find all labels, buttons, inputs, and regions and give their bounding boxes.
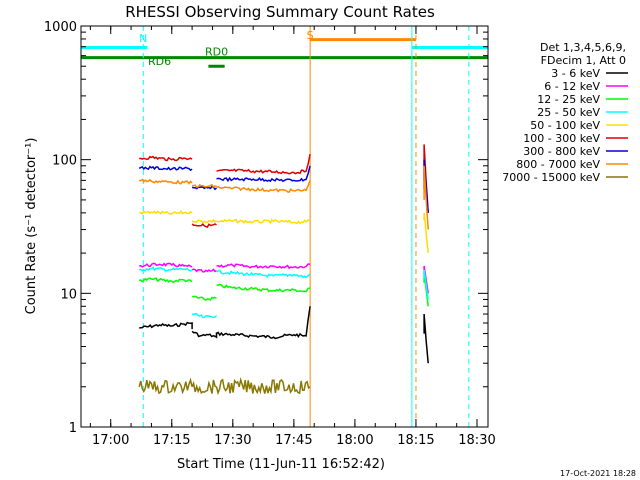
plot-frame [80,25,489,428]
series-line-4-2 [216,218,311,225]
series-line-3-0 [138,266,193,272]
series-line-1-0 [139,262,193,268]
x-tick-label: 17:45 [275,433,312,448]
legend-label-7: 800 - 7000 keV [516,158,600,171]
legend-label-3: 25 - 50 keV [537,106,600,119]
series-line-8-0 [138,377,193,395]
legend-label-4: 50 - 100 keV [530,119,600,132]
legend-label-6: 300 - 800 keV [523,145,600,158]
legend-label-8: 7000 - 15000 keV [502,171,600,184]
annotation-n: N [139,32,147,45]
series-line-2-1 [191,295,217,302]
legend: Det 1,3,4,5,6,9,FDecim 1, Att 03 - 6 keV… [502,41,628,184]
x-tick-label: 18:30 [458,433,495,448]
annotation-rd6: RD6 [148,55,171,68]
series-line-4-3 [423,212,429,254]
legend-label-0: 3 - 6 keV [551,67,600,80]
legend-label-1: 6 - 12 keV [544,80,600,93]
series-line-2-0 [139,277,193,284]
legend-label-2: 12 - 25 keV [537,93,600,106]
y-tick-label: 1 [69,421,77,436]
x-tick-label: 17:30 [214,433,251,448]
series-line-0-1 [191,330,218,339]
footer-timestamp: 17-Oct-2021 18:28 [560,469,636,478]
series-line-0-2 [216,306,311,340]
series-line-7-1 [192,183,217,189]
series-line-5-0 [139,155,193,162]
series-line-6-1 [191,185,218,191]
y-axis-ticks: 1 10 100 1000 [44,20,488,436]
series-line-4-0 [139,210,193,216]
annotations: N S RD0 RD6 [139,29,313,68]
series-lines [138,144,429,396]
series-line-5-2 [216,153,311,175]
series-line-7-0 [139,178,193,185]
y-tick-label: 10 [60,287,77,302]
series-line-1-1 [191,268,217,273]
y-axis-label: Count Rate (s⁻¹ detector⁻¹) [24,138,39,315]
annotation-rd0: RD0 [205,46,228,59]
series-line-8-2 [215,377,311,396]
status-bars [81,38,488,68]
series-line-1-2 [216,263,311,270]
chart-title: RHESSI Observing Summary Count Rates [125,3,435,21]
x-tick-label: 18:00 [336,433,373,448]
series-line-7-3 [423,165,429,230]
legend-label-5: 100 - 300 keV [523,132,600,145]
series-line-3-1 [191,312,218,319]
series-line-8-1 [191,379,217,395]
series-line-6-0 [138,165,193,172]
x-axis-label: Start Time (11-Jun-11 16:52:42) [177,457,385,472]
series-line-0-0 [139,321,193,330]
annotation-s: S [307,29,314,42]
series-line-6-2 [216,165,311,183]
series-line-3-3 [423,269,429,300]
series-line-3-2 [216,269,311,279]
x-tick-label: 17:15 [153,433,190,448]
x-tick-label: 18:15 [397,433,434,448]
series-line-7-2 [216,180,311,193]
series-line-0-3 [423,313,429,364]
x-tick-label: 17:00 [92,433,129,448]
x-axis-ticks: 17:00 17:15 17:30 17:45 18:00 18:15 18:30 [89,26,496,448]
legend-header-0: Det 1,3,4,5,6,9, [540,41,626,54]
series-line-2-2 [216,283,311,293]
series-line-5-1 [191,223,217,229]
y-tick-label: 1000 [44,20,77,35]
series-line-4-1 [191,218,217,224]
y-tick-label: 100 [52,154,77,169]
legend-header-1: FDecim 1, Att 0 [541,54,626,67]
